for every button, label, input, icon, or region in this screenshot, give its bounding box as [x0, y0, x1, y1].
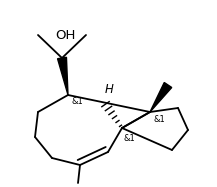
Polygon shape [150, 82, 172, 112]
Text: OH: OH [55, 29, 75, 42]
Text: &1: &1 [153, 115, 165, 124]
Text: H: H [105, 83, 113, 96]
Text: &1: &1 [72, 97, 84, 106]
Polygon shape [58, 57, 68, 95]
Text: &1: &1 [124, 134, 136, 143]
